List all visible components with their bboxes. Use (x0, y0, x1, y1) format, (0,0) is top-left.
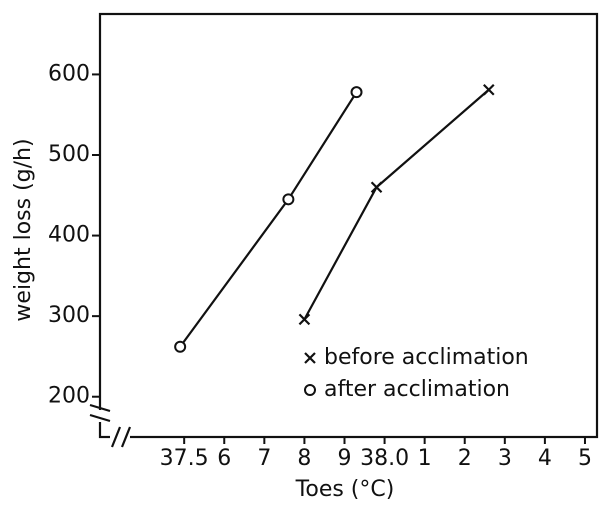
x-tick-label: 4 (538, 446, 552, 471)
x-axis-break (110, 426, 132, 448)
x-tick-label: 7 (257, 446, 271, 471)
x-tick-label: 2 (458, 446, 472, 471)
legend-label: after acclimation (324, 377, 510, 402)
y-tick-label: 600 (48, 61, 90, 86)
data-point (370, 181, 383, 194)
data-point (298, 313, 311, 326)
y-axis-label: weight loss (g/h) (11, 138, 36, 321)
x-tick-label: 9 (337, 446, 351, 471)
y-tick-label: 400 (48, 223, 90, 248)
legend-marker (304, 352, 316, 364)
x-tick-label: 3 (498, 446, 512, 471)
legend-marker (304, 384, 316, 396)
series-line (179, 91, 358, 348)
x-axis-label: Toes (°C) (295, 477, 395, 502)
x-tick-label: 5 (578, 446, 592, 471)
plot-frame (98, 12, 599, 439)
x-tick-label: 6 (217, 446, 231, 471)
series-line (303, 88, 490, 320)
y-tick-label: 500 (48, 142, 90, 167)
data-point (483, 83, 495, 96)
data-point (350, 86, 363, 99)
legend-label: before acclimation (324, 345, 529, 370)
x-tick-label: 8 (297, 446, 311, 471)
y-axis-break (89, 403, 111, 423)
data-point (174, 340, 187, 353)
x-tick-label: 1 (418, 446, 432, 471)
y-tick-label: 200 (48, 384, 90, 409)
data-point (282, 193, 295, 206)
y-tick-label: 300 (48, 303, 90, 328)
x-tick-label: 37.5 (160, 446, 209, 471)
x-tick-label: 38.0 (360, 446, 409, 471)
